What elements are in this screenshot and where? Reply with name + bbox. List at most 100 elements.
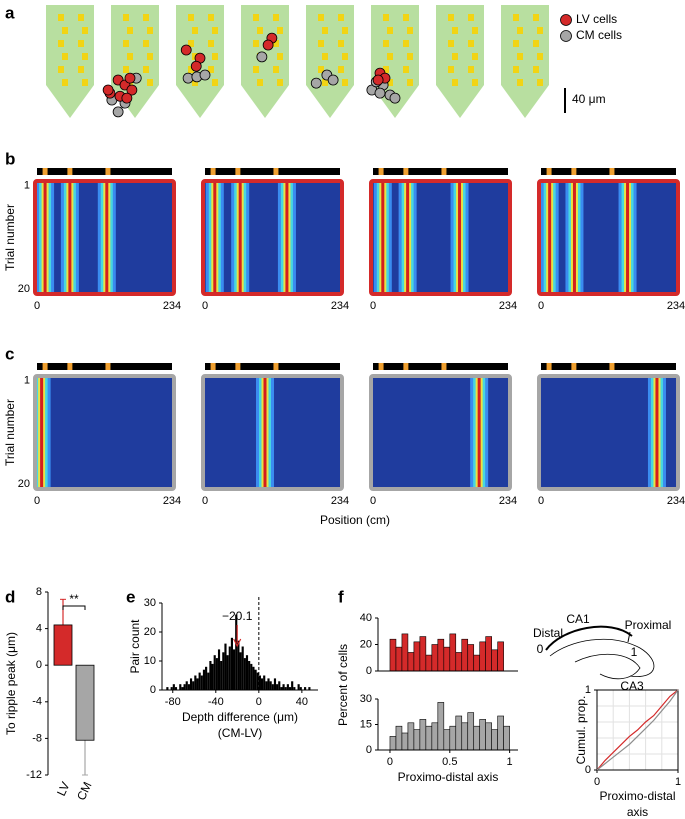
recording-site [387,53,393,60]
hist-bar [174,687,178,690]
hist-bar [215,658,218,690]
x-tick-label: 0 [538,495,544,507]
diagram-label: CA3 [620,679,644,693]
hist-bar [485,722,492,751]
hist-bar [245,655,249,690]
hist-bar [252,666,255,690]
cell-dot [327,74,339,86]
hist-bar [260,678,264,690]
recording-site [383,40,389,47]
hist-bar [248,661,251,690]
diagram-label: 0 [537,642,544,656]
hist-bar [276,684,279,690]
recording-site [513,14,519,21]
hist-bar [194,675,197,690]
hist-bar [202,669,206,690]
track-bar [541,168,676,175]
recording-site [192,27,198,34]
y-tick-label: -12 [26,769,42,781]
hist-bar [431,644,439,672]
recording-site [82,27,88,34]
place-field [548,183,552,292]
x-tick-label: 234 [499,495,517,507]
recording-site [452,27,458,34]
hist-bar [299,687,302,690]
cell-dot [180,44,192,56]
landmark [105,363,111,370]
hist-bar [473,654,481,672]
hist-bar [170,687,173,690]
diagram-label: 1 [631,645,638,659]
landmark [546,363,552,370]
recording-site [468,66,474,73]
hist-bar [250,663,253,690]
hist-bar [491,649,498,672]
hist-bar [449,633,457,672]
y-tick-label: 20 [360,638,372,650]
recording-site [257,79,263,86]
hist-bar [431,722,439,751]
hist-bar [263,675,266,690]
x-tick-label: 40 [296,696,308,708]
recording-site [338,14,344,21]
landmark [609,363,615,370]
hist-bar [497,641,504,672]
hist-bar [395,646,403,672]
recording-site [472,27,478,34]
recording-site [143,14,149,21]
hist-bar [226,655,229,690]
hist-bar [503,725,510,751]
cell-dot [121,92,133,104]
landmark [105,168,111,175]
recording-site [188,66,194,73]
y-tick-label: 0 [366,744,372,756]
x-axis-label: (CM-LV) [218,726,262,740]
heatmap-bg [541,183,676,292]
hist-bar [467,644,475,672]
hippocampus-outline [549,638,655,677]
y-axis-label: Percent of cells [336,644,350,726]
x-tick-label: 234 [163,495,181,507]
probe-shank [46,5,94,118]
recording-site [273,40,279,47]
place-field [40,378,44,487]
landmark [235,168,241,175]
recording-site [143,40,149,47]
hist-bar [455,652,463,672]
recording-site [468,40,474,47]
landmark [546,168,552,175]
y-tick-label: 4 [36,623,42,635]
plot-frame [596,689,679,771]
heatmap-border [369,374,512,491]
place-field [43,183,47,292]
recording-site [123,40,129,47]
y-tick-label: 20 [18,283,30,295]
hist-bar [437,638,445,672]
recording-site [403,40,409,47]
recording-site [62,79,68,86]
recording-site [208,66,214,73]
landmark [403,168,409,175]
track-bar [205,363,340,370]
cell-dot [256,51,268,63]
hist-bar [207,672,210,690]
hist-bar [497,715,504,751]
recording-site [513,40,519,47]
recording-site [277,79,283,86]
y-tick-label: 15 [360,718,372,730]
hist-bar [271,684,274,690]
recording-site [188,40,194,47]
recording-site [452,79,458,86]
probe-shank [306,5,354,118]
legend-marker [560,14,572,26]
x-tick-label: 0 [370,495,376,507]
x-tick-label: 234 [667,300,685,312]
recording-site [407,79,413,86]
recording-site [517,53,523,60]
y-tick-label: 20 [18,478,30,490]
place-field [572,183,576,292]
legend-label: LV cells [576,12,617,26]
recording-site [212,53,218,60]
bar [53,624,73,666]
hist-bar [308,687,311,690]
